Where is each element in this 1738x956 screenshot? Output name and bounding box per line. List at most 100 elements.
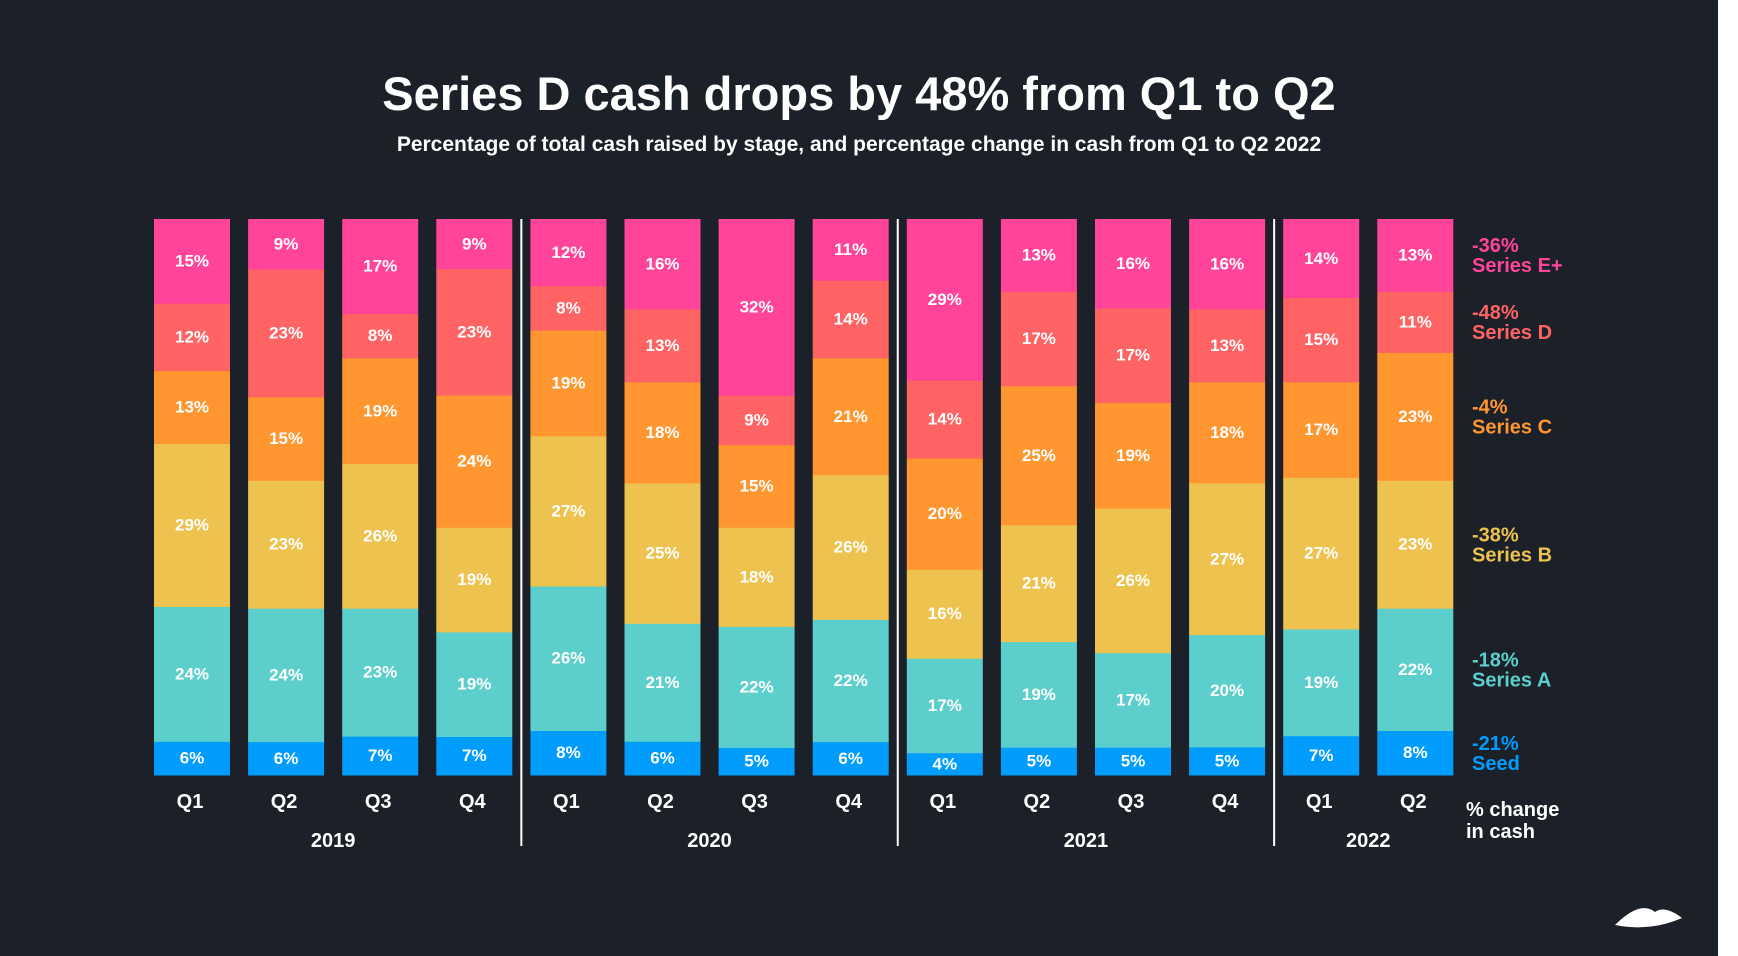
segment-label: 19% <box>457 675 491 694</box>
x-tick-label: Q2 <box>1024 791 1051 813</box>
segment-label: 27% <box>1210 549 1244 568</box>
segment-label: 24% <box>175 664 209 683</box>
bar-segment-series-e- <box>1095 219 1171 309</box>
segment-label: 5% <box>1121 752 1146 771</box>
bar-segment-series-d <box>1189 308 1266 383</box>
x-tick-label: Q3 <box>1118 791 1145 813</box>
bar-segment-series-b <box>342 463 419 609</box>
bar-segment-series-d <box>1283 297 1360 383</box>
segment-label: 12% <box>551 243 585 262</box>
segment-label: 15% <box>740 476 774 495</box>
segment-label: 9% <box>274 235 299 254</box>
bar-segment-series-d <box>342 313 419 359</box>
segment-label: 22% <box>834 671 868 690</box>
bar-segment-series-d <box>1377 291 1454 353</box>
bar-segment-series-d <box>530 285 607 331</box>
bar-segment-series-e- <box>436 219 513 270</box>
bar-segment-series-b <box>248 480 325 609</box>
bar-segment-series-e- <box>1283 219 1360 299</box>
bar-segment-series-e- <box>1000 219 1077 292</box>
bar-segment-series-c <box>154 370 230 445</box>
bar-segment-series-d <box>1095 307 1171 403</box>
change-value: -36% <box>1472 235 1519 257</box>
segment-label: 17% <box>1304 420 1338 439</box>
bar-segment-seed <box>1095 747 1171 776</box>
bar-segment-seed <box>342 736 419 776</box>
x-tick-label: Q3 <box>365 791 392 813</box>
segment-label: 22% <box>1398 660 1432 679</box>
bar-segment-series-d <box>812 280 889 359</box>
segment-label: 6% <box>180 749 205 768</box>
segment-label: 8% <box>556 743 581 762</box>
x-tick-label: Q1 <box>177 791 204 813</box>
bar-segment-series-b <box>812 474 889 620</box>
segment-label: 22% <box>740 677 774 696</box>
segment-label: 5% <box>1027 752 1052 771</box>
bar-segment-series-c <box>1189 381 1266 484</box>
segment-label: 16% <box>1210 254 1244 273</box>
segment-label: 18% <box>1210 423 1244 442</box>
bar-segment-seed <box>1189 746 1266 776</box>
bar-segment-series-c <box>530 330 607 437</box>
bar-segment-series-e- <box>718 219 795 396</box>
segment-label: 26% <box>551 649 585 668</box>
segment-label: 26% <box>834 538 868 557</box>
bar-segment-series-a <box>1377 608 1454 732</box>
segment-label: 23% <box>269 535 303 554</box>
segment-label: 25% <box>645 544 679 563</box>
bar-segment-series-c <box>906 458 983 570</box>
bar-segment-series-c <box>342 358 419 465</box>
segment-label: 21% <box>645 673 679 692</box>
bar-segment-series-e- <box>342 219 419 315</box>
bar-segment-seed <box>812 741 889 776</box>
change-value: -48% <box>1472 302 1519 324</box>
segment-label: 13% <box>1022 246 1056 265</box>
bar-segment-series-a <box>248 608 325 743</box>
segment-label: 23% <box>1398 407 1432 426</box>
bar-segment-series-b <box>624 482 701 624</box>
segment-label: 13% <box>1398 246 1432 265</box>
bar-segment-series-c <box>812 358 889 476</box>
bar-segment-series-b <box>1189 482 1266 636</box>
segment-label: 21% <box>834 407 868 426</box>
bar-segment-series-e- <box>1377 219 1454 292</box>
mountain-logo-icon <box>1615 908 1682 928</box>
bar-segment-series-a <box>342 608 419 737</box>
segment-label: 14% <box>834 310 868 329</box>
x-tick-label: Q4 <box>459 791 487 813</box>
segment-label: 5% <box>1215 751 1240 770</box>
segment-label: 17% <box>1116 346 1150 365</box>
segment-label: 24% <box>457 452 491 471</box>
legend-title-line1: % change <box>1466 799 1559 821</box>
x-tick-label: Q1 <box>553 791 580 813</box>
segment-label: 17% <box>363 257 397 276</box>
bar-segment-seed <box>718 747 795 776</box>
segment-label: 19% <box>1022 685 1056 704</box>
segment-label: 13% <box>1210 336 1244 355</box>
bar-segment-seed <box>624 741 701 776</box>
x-tick-label: Q4 <box>835 791 863 813</box>
legend-title-line2: in cash <box>1466 821 1535 843</box>
bar-segment-series-d <box>1000 291 1077 387</box>
segment-label: 26% <box>1116 571 1150 590</box>
change-value: -38% <box>1472 524 1519 546</box>
x-tick-label: Q1 <box>1306 791 1333 813</box>
series-legend-label: Series C <box>1472 416 1552 438</box>
bar-segment-series-d <box>718 395 795 446</box>
year-label: 2019 <box>311 830 356 852</box>
segment-label: 17% <box>1116 690 1150 709</box>
bar-segment-series-e- <box>812 219 889 281</box>
segment-label: 14% <box>1304 249 1338 268</box>
bar-segment-series-a <box>1000 641 1077 748</box>
bar-segment-series-d <box>906 380 983 459</box>
bar-segment-series-c <box>1377 352 1454 481</box>
bar-segment-seed <box>1000 747 1077 776</box>
bar-segment-series-a <box>906 658 983 754</box>
bar-segment-seed <box>906 752 983 776</box>
year-label: 2022 <box>1346 830 1391 852</box>
bar-segment-series-c <box>718 444 795 528</box>
bar-segment-seed <box>1283 735 1360 776</box>
segment-label: 23% <box>1398 535 1432 554</box>
year-label: 2020 <box>687 830 732 852</box>
bar-segment-series-a <box>624 623 701 742</box>
